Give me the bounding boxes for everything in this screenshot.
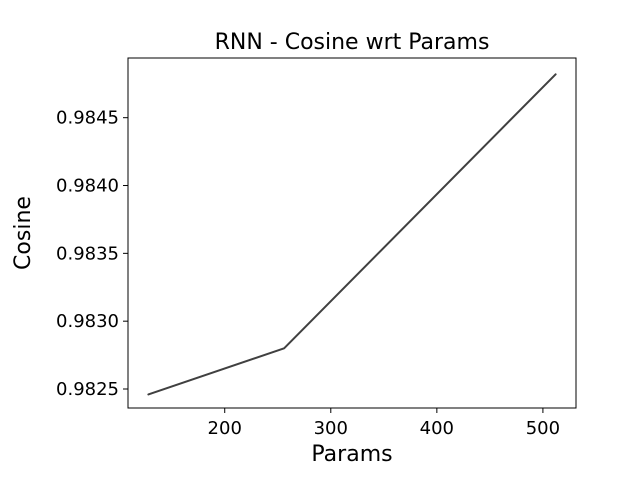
x-axis-label: Params: [311, 442, 392, 467]
series-group: [147, 73, 557, 396]
x-tick-label: 500: [526, 418, 560, 439]
y-axis-ticks: 0.9825 0.9830 0.9835 0.9840 0.9845: [56, 108, 128, 400]
x-tick-label: 400: [420, 418, 454, 439]
series-line: [147, 73, 557, 396]
y-tick-label: 0.9825: [56, 379, 119, 400]
y-tick-label: 0.9840: [56, 176, 119, 197]
plot-area: [127, 57, 577, 409]
y-tick-label: 0.9835: [56, 243, 119, 264]
x-axis-ticks: 200 300 400 500: [208, 408, 560, 439]
x-tick-label: 200: [208, 418, 242, 439]
chart-title: RNN - Cosine wrt Params: [215, 30, 490, 55]
y-axis-label: Cosine: [11, 196, 36, 270]
y-tick-label: 0.9845: [56, 108, 119, 129]
x-tick-label: 300: [314, 418, 348, 439]
y-tick-label: 0.9830: [56, 311, 119, 332]
